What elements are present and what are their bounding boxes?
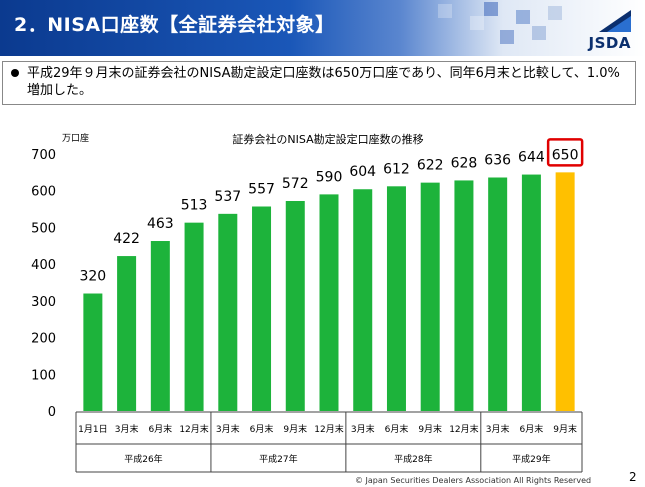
bar-value-label-2: 463 <box>147 216 174 232</box>
x-category-label-7: 12月末 <box>314 423 343 435</box>
bar-value-label-13: 644 <box>518 150 545 166</box>
bar-1 <box>117 256 137 411</box>
x-category-label-9: 6月末 <box>385 423 409 435</box>
bar-7 <box>319 194 339 411</box>
bullet-icon <box>11 69 19 77</box>
y-tick-label-1: 100 <box>31 368 56 383</box>
jsda-logo: JSDA <box>569 6 639 52</box>
bar-6 <box>285 200 305 411</box>
bar-value-label-12: 636 <box>484 152 511 168</box>
bar-5 <box>252 206 272 411</box>
nisa-bar-chart: 証券会社のNISA勘定設定口座数の推移 万口座 0 100 200 300 400 500 60… <box>31 132 584 473</box>
bar-value-label-4: 537 <box>214 189 241 205</box>
bar-0 <box>83 293 103 411</box>
y-tick-label-0: 0 <box>48 405 56 420</box>
x-category-label-5: 6月末 <box>250 423 274 435</box>
x-category-label-4: 3月末 <box>216 423 240 435</box>
x-category-label-14: 9月末 <box>553 423 577 435</box>
highlight-box <box>546 138 584 167</box>
bar-value-label-0: 320 <box>79 269 106 285</box>
bar-3 <box>184 222 204 411</box>
x-category-label-1: 3月末 <box>115 423 139 435</box>
bar-8 <box>353 189 373 411</box>
y-tick-label-6: 600 <box>31 185 56 200</box>
x-group-label-0: 平成26年 <box>124 453 162 465</box>
y-tick-label-4: 400 <box>31 258 56 273</box>
bar-value-label-3: 513 <box>181 198 208 214</box>
x-category-label-8: 3月末 <box>351 423 375 435</box>
x-category-label-10: 9月末 <box>418 423 442 435</box>
x-category-label-3: 12月末 <box>179 423 208 435</box>
x-category-label-11: 12月末 <box>449 423 478 435</box>
y-axis-unit-label: 万口座 <box>62 132 89 144</box>
slide-title: 2．NISA口座数【全証券会社対象】 <box>14 14 335 36</box>
summary-box: 平成29年９月末の証券会社のNISA勘定設定口座数は650万口座であり、同年6月… <box>2 61 636 105</box>
y-tick-label-3: 300 <box>31 295 56 310</box>
bar-14 <box>555 172 575 411</box>
x-category-label-12: 3月末 <box>486 423 510 435</box>
bar-12 <box>488 177 508 411</box>
bar-2 <box>150 241 170 411</box>
bar-10 <box>420 182 440 411</box>
y-tick-label-5: 500 <box>31 221 56 236</box>
bar-value-label-7: 590 <box>316 169 343 185</box>
copyright-footer: © Japan Securities Dealers Association A… <box>355 476 592 485</box>
bar-11 <box>454 180 474 411</box>
bar-value-label-1: 422 <box>113 231 140 247</box>
x-group-label-2: 平成28年 <box>394 453 432 465</box>
x-category-label-2: 6月末 <box>148 423 172 435</box>
bar-value-label-6: 572 <box>282 176 309 192</box>
bar-4 <box>218 213 238 411</box>
y-tick-label-7: 700 <box>31 148 56 163</box>
x-category-label-13: 6月末 <box>520 423 544 435</box>
chart-title: 証券会社のNISA勘定設定口座数の推移 <box>232 132 423 146</box>
x-group-label-3: 平成29年 <box>512 453 550 465</box>
bar-value-label-10: 622 <box>417 158 444 174</box>
x-group-label-1: 平成27年 <box>259 453 297 465</box>
x-category-label-0: 1月1日 <box>78 424 107 435</box>
bar-9 <box>386 186 406 411</box>
bar-value-label-14: 650 <box>552 147 579 163</box>
bar-value-label-8: 604 <box>349 164 376 180</box>
slide-header: 2．NISA口座数【全証券会社対象】 JSDA <box>0 0 645 56</box>
logo-text: JSDA <box>588 34 631 52</box>
summary-text: 平成29年９月末の証券会社のNISA勘定設定口座数は650万口座であり、同年6月… <box>27 66 620 98</box>
bar-13 <box>521 174 541 411</box>
y-tick-label-2: 200 <box>31 332 56 347</box>
bar-value-label-11: 628 <box>451 155 478 171</box>
bar-value-label-5: 557 <box>248 182 275 198</box>
x-category-label-6: 9月末 <box>283 423 307 435</box>
page-number: 2 <box>629 470 637 484</box>
bar-value-label-9: 612 <box>383 161 410 177</box>
